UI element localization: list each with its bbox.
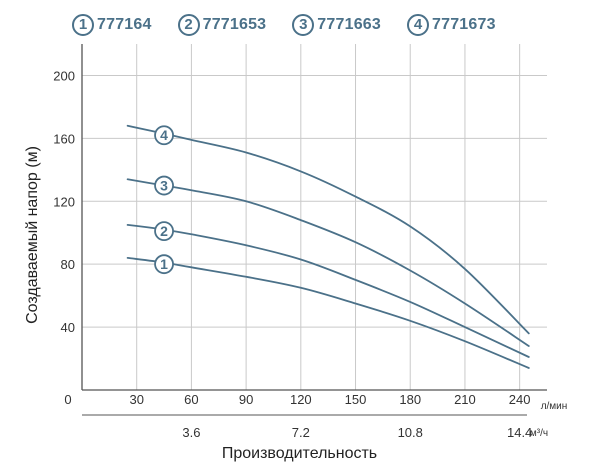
x-tick-label-180: 180 bbox=[399, 392, 421, 407]
curve-label-circle-4 bbox=[154, 125, 174, 146]
legend-model-4: 7771673 bbox=[432, 16, 496, 33]
y-tick-label-200: 200 bbox=[53, 68, 75, 83]
x2-tick-label-10.8: 10.8 bbox=[398, 425, 423, 440]
curve-label-1: 1 bbox=[160, 256, 168, 272]
y-axis-title: Создаваемый напор (м) bbox=[24, 146, 41, 324]
legend-item-1: 1 777164 bbox=[72, 14, 152, 36]
curve-series-2 bbox=[126, 224, 530, 358]
y-tick-label-80: 80 bbox=[61, 257, 75, 272]
x-tick-label-150: 150 bbox=[345, 392, 367, 407]
y-tick-label-160: 160 bbox=[53, 131, 75, 146]
curve-series-1 bbox=[126, 257, 530, 369]
curve-label-4: 4 bbox=[160, 127, 168, 143]
curve-label-circle-3 bbox=[154, 175, 174, 196]
x2-tick-label-14.4: 14.4 bbox=[507, 425, 532, 440]
y-tick-label-40: 40 bbox=[61, 320, 75, 335]
curve-label-circle-1 bbox=[154, 254, 174, 275]
x-tick-label-120: 120 bbox=[290, 392, 312, 407]
legend-item-3: 3 7771663 bbox=[292, 14, 381, 36]
x-tick-label-30: 30 bbox=[129, 392, 143, 407]
legend: 1 777164 2 7771653 3 7771663 4 7771673 bbox=[72, 10, 496, 40]
legend-model-3: 7771663 bbox=[317, 16, 381, 33]
curve-series-3 bbox=[126, 178, 530, 347]
legend-number-4: 4 bbox=[407, 14, 429, 36]
y-tick-label-120: 120 bbox=[53, 194, 75, 209]
x-unit-primary: л/мин bbox=[541, 401, 568, 412]
curve-label-circle-2 bbox=[154, 221, 174, 242]
legend-model-1: 777164 bbox=[97, 16, 152, 33]
legend-item-2: 2 7771653 bbox=[177, 14, 267, 36]
x-axis-title: Производительность bbox=[222, 445, 377, 462]
origin-label: 0 bbox=[64, 392, 71, 407]
legend-item-4: 4 7771673 bbox=[407, 14, 496, 36]
curve-series-4 bbox=[126, 124, 530, 335]
x-tick-label-90: 90 bbox=[239, 392, 253, 407]
legend-model-2: 7771653 bbox=[202, 16, 267, 33]
x2-tick-label-7.2: 7.2 bbox=[292, 425, 310, 440]
x-tick-label-210: 210 bbox=[454, 392, 476, 407]
legend-number-1: 1 bbox=[72, 14, 94, 36]
x-tick-label-240: 240 bbox=[509, 392, 531, 407]
legend-number-3: 3 bbox=[292, 14, 315, 36]
legend-number-2: 2 bbox=[177, 14, 200, 36]
curve-label-3: 3 bbox=[160, 178, 168, 194]
x2-tick-label-3.6: 3.6 bbox=[182, 425, 200, 440]
curve-label-2: 2 bbox=[160, 223, 168, 239]
x-tick-label-60: 60 bbox=[184, 392, 198, 407]
x-unit-secondary: м³/ч bbox=[530, 428, 548, 439]
